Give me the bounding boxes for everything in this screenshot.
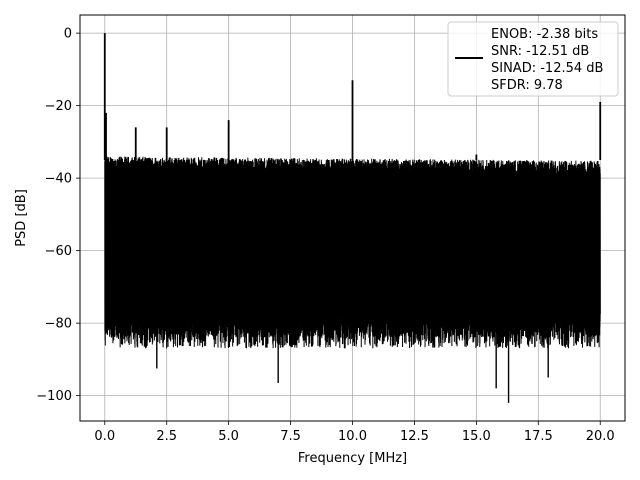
y-axis: 0 −20 −40 −60 −80 −100 — [36, 27, 80, 404]
x-tick-label: 0.0 — [94, 429, 115, 444]
x-tick-label: 2.5 — [156, 429, 177, 444]
y-tick-label: −60 — [45, 244, 72, 259]
x-tick-label: 10.0 — [338, 429, 367, 444]
legend-snr: SNR: -12.51 dB — [491, 44, 589, 59]
psd-trace — [103, 33, 602, 403]
x-axis: 0.0 2.5 5.0 7.5 10.0 12.5 15.0 17.5 20.0 — [94, 421, 615, 444]
x-tick-label: 12.5 — [400, 429, 429, 444]
legend-sfdr: SFDR: 9.78 — [491, 78, 563, 93]
legend-enob: ENOB: -2.38 bits — [491, 27, 598, 42]
x-tick-label: 15.0 — [462, 429, 491, 444]
y-tick-label: −80 — [45, 317, 72, 332]
y-axis-label: PSD [dB] — [14, 189, 29, 247]
x-tick-label: 17.5 — [524, 429, 553, 444]
legend-box — [447, 21, 619, 97]
x-tick-label: 5.0 — [218, 429, 239, 444]
x-tick-label: 20.0 — [586, 429, 615, 444]
x-tick-label: 7.5 — [280, 429, 301, 444]
y-tick-label: −40 — [45, 172, 72, 187]
x-axis-label: Frequency [MHz] — [298, 451, 407, 466]
legend-sinad: SINAD: -12.54 dB — [491, 61, 603, 76]
legend: ENOB: -2.38 bits SNR: -12.51 dB SINAD: -… — [447, 21, 619, 97]
y-tick-label: −20 — [45, 99, 72, 114]
y-tick-label: 0 — [64, 27, 72, 42]
noise-floor-path — [104, 156, 601, 349]
y-tick-label: −100 — [36, 389, 72, 404]
